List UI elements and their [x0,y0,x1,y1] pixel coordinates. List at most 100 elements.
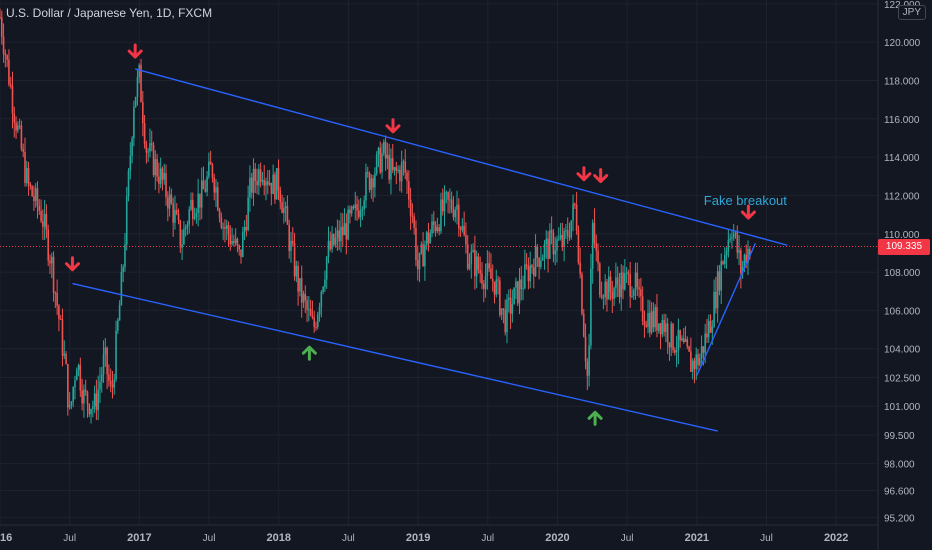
candle-body-31 [54,292,57,294]
candle-body-111 [197,193,199,213]
candle-body-123 [218,210,221,218]
candle-body-262 [466,244,469,269]
candle-body-282 [502,308,505,310]
candle-body-274 [488,263,490,269]
candle-body-245 [436,227,439,231]
candle-body-211 [375,154,378,174]
candle-body-412 [734,232,737,234]
candle-body-201 [358,210,360,217]
candle-body-206 [366,172,369,174]
y-tick-label-5: 112.000 [884,191,920,202]
candle-body-18 [31,186,33,197]
candle-body-263 [468,263,471,269]
candle-body-161 [286,206,289,225]
candle-body-119 [211,164,214,178]
candle-body-373 [665,323,667,332]
candle-body-341 [607,276,610,300]
candle-body-397 [707,320,710,338]
candle-body-71 [125,196,128,245]
candle-body-95 [168,194,171,209]
candle-body-103 [183,229,185,245]
x-tick-label-11: Jul [760,533,773,544]
candle-body-327 [582,313,585,337]
candle-body-148 [263,179,266,186]
down-arrow-icon-3 [576,166,592,182]
candle-body-130 [231,241,233,245]
candle-body-56 [99,381,101,390]
candle-body-310 [552,232,555,255]
candle-body-325 [579,262,581,275]
candle-body-413 [736,232,739,253]
candle-body-45 [79,364,82,391]
upper-channel-line [135,68,788,246]
candle-body-414 [738,250,740,253]
candle-body-25 [43,214,46,227]
candle-body-381 [679,329,681,341]
candle-body-215 [383,141,385,154]
candle-body-329 [586,361,589,376]
candle-body-347 [618,284,621,298]
candle-body-268 [477,256,480,271]
candle-body-391 [697,354,699,366]
candle-body-209 [372,178,374,188]
candle-body-65 [115,330,117,380]
candle-body-240 [427,232,430,244]
candle-body-251 [447,192,449,200]
x-tick-label-2: 2017 [127,532,151,544]
candle-body-317 [565,230,567,232]
candle-body-102 [181,244,183,248]
candle-body-360 [641,296,644,322]
candle-body-30 [52,256,55,293]
candle-body-187 [333,234,335,245]
candle-body-359 [640,289,642,297]
candle-body-39 [68,404,71,408]
candle-body-261 [465,235,467,245]
annotation-fake-breakout: Fake breakout [703,192,787,208]
candle-body-404 [720,261,723,291]
candle-body-416 [741,266,744,274]
candle-body-343 [611,291,614,299]
wedge-support-line [696,243,756,376]
candle-body-288 [513,287,515,305]
y-axis: 122.000120.000118.000116.000114.000112.0… [877,0,932,550]
candle-body-299 [532,267,535,276]
candle-body-357 [636,272,639,288]
candle-body-98 [174,209,176,223]
candle-body-318 [566,230,569,237]
candle-body-292 [520,279,523,289]
candle-body-253 [450,199,453,210]
candle-body-11 [18,125,21,127]
candle-body-61 [108,374,110,381]
candles [0,8,751,424]
candle-body-113 [200,180,203,208]
candle-body-270 [481,273,483,284]
candle-body-220 [391,158,394,171]
candle-body-294 [524,264,526,289]
candle-body-150 [266,181,269,185]
candle-body-62 [109,380,112,385]
y-tick-label-1: 120.000 [884,38,921,49]
candle-body-169 [300,278,303,303]
currency-badge[interactable]: JPY [897,5,926,20]
candle-body-195 [347,209,349,240]
candle-body-44 [77,364,80,371]
candle-body-126 [224,227,226,229]
candle-body-361 [643,321,646,326]
candle-body-291 [518,279,521,304]
candle-body-275 [490,268,492,279]
candle-body-41 [72,387,74,402]
candle-body-116 [206,176,208,192]
lower-channel-line [72,282,718,432]
candle-body-244 [434,224,437,231]
candle-body-115 [204,189,207,192]
candle-body-368 [656,307,658,331]
candle-body-287 [511,304,514,314]
grid [0,0,878,525]
candle-body-371 [661,320,664,335]
candle-body-186 [331,234,333,250]
markers [64,43,756,426]
candle-body-227 [404,161,407,173]
candle-body-147 [261,179,264,182]
candle-body-131 [233,241,235,243]
